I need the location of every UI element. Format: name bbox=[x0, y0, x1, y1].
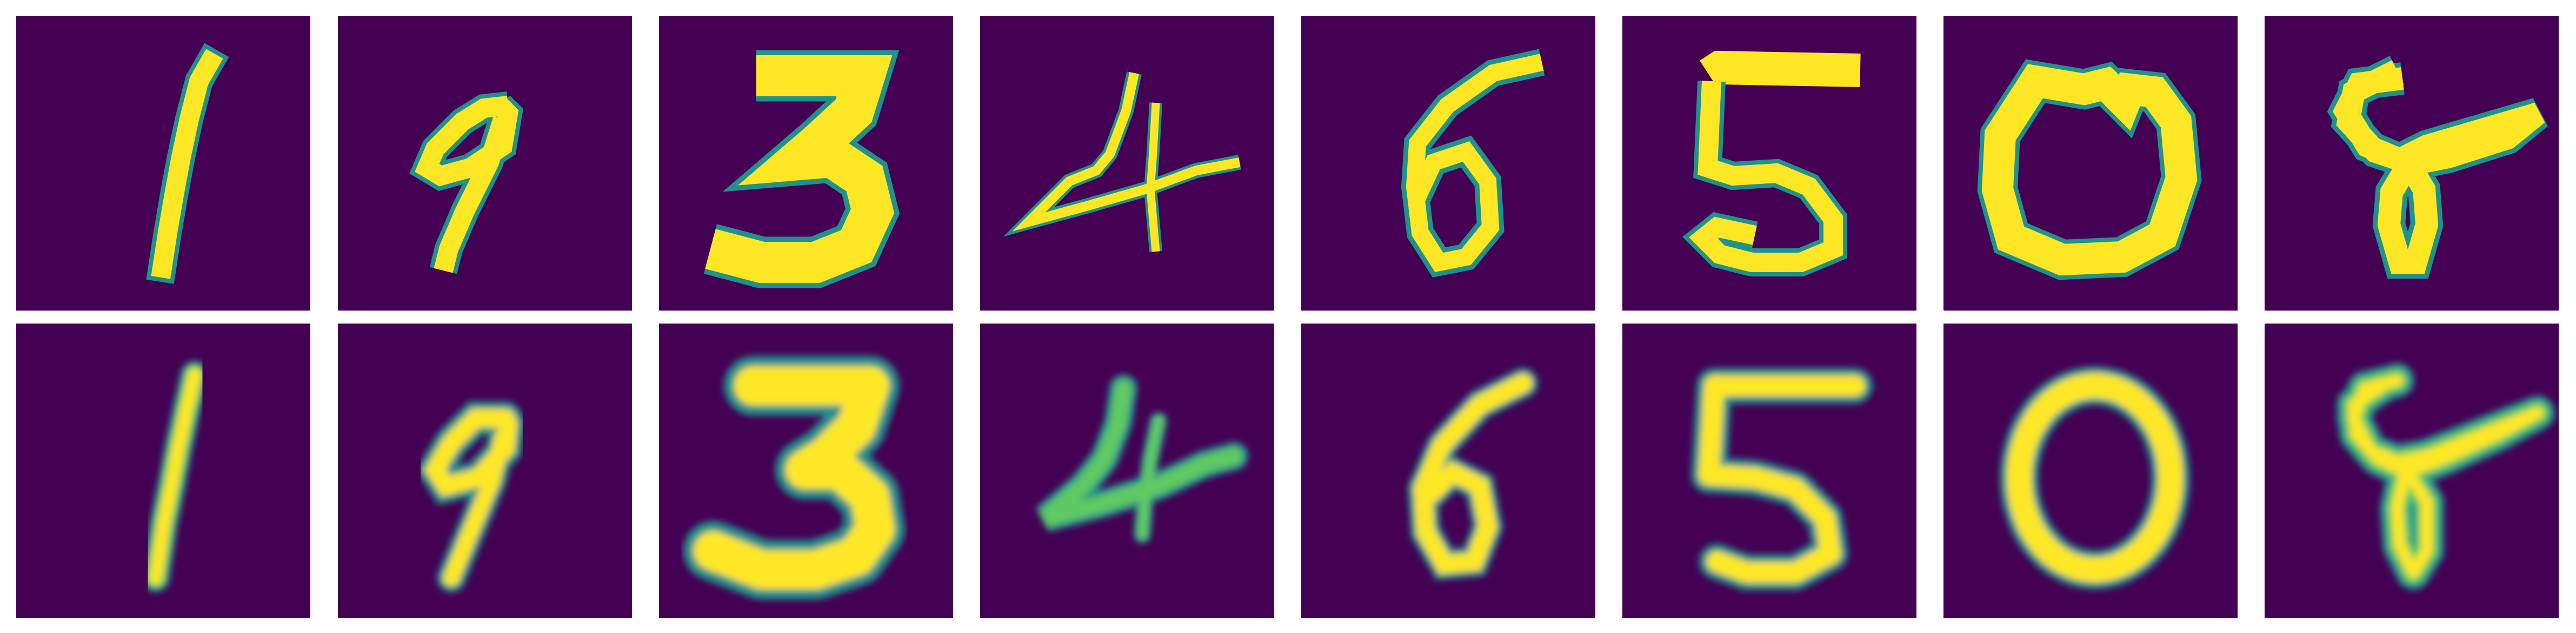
reconstruction-8-image bbox=[2265, 324, 2559, 618]
digit-4-image bbox=[980, 16, 1274, 311]
original-digit-4-tile bbox=[980, 16, 1274, 311]
original-digit-1-tile bbox=[16, 16, 310, 311]
reconstructed-digit-3-tile bbox=[659, 324, 953, 618]
original-digit-8-tile bbox=[2265, 16, 2559, 311]
reconstruction-9-image bbox=[338, 324, 632, 618]
digit-1-image bbox=[16, 16, 310, 311]
digit-8-image bbox=[2265, 16, 2559, 311]
reconstructed-digit-0-tile bbox=[1943, 324, 2238, 618]
original-digit-9-tile bbox=[338, 16, 632, 311]
digit-3-image bbox=[659, 16, 953, 311]
original-digit-0-tile bbox=[1943, 16, 2238, 311]
original-digit-5-tile bbox=[1622, 16, 1916, 311]
original-digit-3-tile bbox=[659, 16, 953, 311]
reconstruction-5-image bbox=[1622, 324, 1916, 618]
reconstruction-0-image bbox=[1943, 324, 2238, 618]
digit-0-image bbox=[1943, 16, 2238, 311]
reconstruction-3-image bbox=[659, 324, 953, 618]
original-digit-6-tile bbox=[1301, 16, 1595, 311]
reconstruction-4-image bbox=[980, 324, 1274, 618]
reconstructed-digit-5-tile bbox=[1622, 324, 1916, 618]
reconstruction-1-image bbox=[16, 324, 310, 618]
reconstructed-digit-4-tile bbox=[980, 324, 1274, 618]
digit-9-image bbox=[338, 16, 632, 311]
reconstruction-6-image bbox=[1301, 324, 1595, 618]
reconstructed-digit-8-tile bbox=[2265, 324, 2559, 618]
digit-6-image bbox=[1301, 16, 1595, 311]
reconstructed-digit-9-tile bbox=[338, 324, 632, 618]
reconstructed-digit-6-tile bbox=[1301, 324, 1595, 618]
digit-5-image bbox=[1622, 16, 1916, 311]
reconstructed-digit-1-tile bbox=[16, 324, 310, 618]
